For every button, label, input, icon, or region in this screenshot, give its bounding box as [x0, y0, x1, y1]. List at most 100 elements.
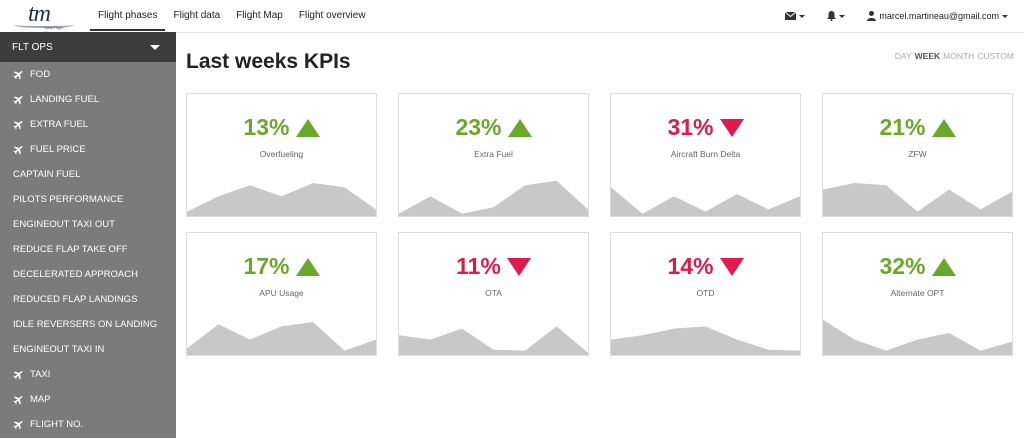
kpi-card-aircraft-burn-delta[interactable]: 31% Aircraft Burn Delta [610, 93, 801, 217]
sidebar-item-label: TAXI [30, 369, 51, 380]
sparkline-area [399, 180, 588, 216]
sidebar-item-label: REDUCED FLAP LANDINGS [13, 294, 138, 305]
sparkline-chart [399, 180, 588, 216]
chevron-down-icon [799, 14, 806, 18]
sidebar-item-captain-fuel[interactable]: CAPTAIN FUEL [0, 162, 176, 187]
date-range-selector: DAY WEEK MONTH CUSTOM [895, 51, 1014, 61]
sidebar-item-label: ENGINEOUT TAXI IN [13, 344, 105, 355]
sparkline-chart [823, 319, 1012, 355]
airplane-icon [13, 396, 23, 405]
kpi-label: OTA [485, 288, 502, 298]
sidebar-item-label: REDUCE FLAP TAKE OFF [13, 244, 128, 255]
sparkline-chart [187, 183, 376, 216]
kpi-card-extra-fuel[interactable]: 23% Extra Fuel [398, 93, 589, 217]
kpi-card-alternate-opt[interactable]: 32% Alternate OPT [822, 232, 1013, 356]
range-week[interactable]: WEEK [914, 51, 941, 61]
kpi-value-row: 32% [823, 253, 1012, 280]
kpi-percentage: 13% [243, 114, 290, 140]
range-day[interactable]: DAY [894, 51, 912, 61]
sparkline-area [823, 183, 1012, 216]
logo-text: tm [28, 1, 51, 27]
user-email: marcel.martineau@gmail.com [879, 11, 999, 21]
sidebar-item-flight-no[interactable]: FLIGHT NO. [0, 412, 176, 437]
kpi-value-row: 21% [823, 114, 1012, 141]
sidebar: FLT OPS FOD LANDING FUEL EXTRA FUEL FUEL PR… [0, 32, 176, 438]
trend-up-icon [295, 118, 320, 137]
sidebar-section-dropdown[interactable]: FLT OPS [0, 32, 176, 62]
kpi-value-row: 31% [611, 114, 800, 141]
sidebar-item-label: EXTRA FUEL [30, 119, 89, 130]
tab-flight-data[interactable]: Flight data [173, 10, 221, 21]
sidebar-item-extra-fuel[interactable]: EXTRA FUEL [0, 112, 176, 137]
main-tabs: Flight phases Flight data Flight Map Fli… [90, 0, 374, 32]
sidebar-item-reduce-flap-take-off[interactable]: REDUCE FLAP TAKE OFF [0, 237, 176, 262]
sidebar-item-fod[interactable]: FOD [0, 62, 176, 87]
sidebar-item-idle-reversers-on-landing[interactable]: IDLE REVERSERS ON LANDING [0, 312, 176, 337]
range-custom[interactable]: CUSTOM [977, 51, 1014, 61]
airplane-icon [13, 421, 23, 430]
sidebar-item-taxi[interactable]: TAXI [0, 362, 176, 387]
sparkline-area [611, 187, 800, 216]
airplane-icon [13, 96, 23, 105]
messages-dropdown[interactable] [785, 12, 806, 20]
kpi-card-ota[interactable]: 11% OTA [398, 232, 589, 356]
kpi-label: Overfueling [259, 149, 304, 159]
sidebar-item-decelerated-approach[interactable]: DECELERATED APPROACH [0, 262, 176, 287]
kpi-card-zfw[interactable]: 21% ZFW [822, 93, 1013, 217]
range-month[interactable]: MONTH [943, 51, 975, 61]
trend-down-icon [719, 257, 744, 276]
kpi-percentage: 17% [243, 253, 290, 279]
sidebar-item-landing-fuel[interactable]: LANDING FUEL [0, 87, 176, 112]
trend-up-icon [931, 257, 956, 276]
tab-flight-overview[interactable]: Flight overview [298, 10, 366, 21]
kpi-card-apu-usage[interactable]: 17% APU Usage [186, 232, 377, 356]
sidebar-item-label: MAP [30, 394, 51, 405]
kpi-value-row: 11% [399, 253, 588, 280]
kpi-value-row: 17% [187, 253, 376, 280]
sparkline-area [187, 183, 376, 216]
sidebar-item-label: LANDING FUEL [30, 94, 100, 105]
sparkline-chart [611, 326, 800, 355]
tab-flight-map[interactable]: Flight Map [236, 10, 283, 21]
sidebar-item-label: FLIGHT NO. [30, 419, 84, 430]
kpi-percentage: 14% [667, 253, 714, 279]
sidebar-item-label: PILOTS PERFORMANCE [13, 194, 124, 205]
sparkline-chart [399, 326, 588, 355]
sparkline-area [187, 322, 376, 355]
sidebar-item-label: IDLE REVERSERS ON LANDING [13, 319, 158, 330]
sidebar-item-engineout-taxi-out[interactable]: ENGINEOUT TAXI OUT [0, 212, 176, 237]
kpi-value-row: 23% [399, 114, 588, 141]
sidebar-menu: FOD LANDING FUEL EXTRA FUEL FUEL PRICE CAPTA… [0, 62, 176, 437]
kpi-percentage: 31% [667, 114, 714, 140]
sidebar-item-engineout-taxi-in[interactable]: ENGINEOUT TAXI IN [0, 337, 176, 362]
kpi-label: Aircraft Burn Delta [670, 149, 741, 159]
notifications-dropdown[interactable] [827, 11, 846, 21]
sparkline-chart [823, 183, 1012, 216]
brand-logo[interactable]: tm Total Flight Management [14, 1, 76, 35]
airplane-icon [13, 371, 23, 380]
sparkline-area [399, 326, 588, 355]
kpi-percentage: 32% [879, 253, 926, 279]
sidebar-item-fuel-price[interactable]: FUEL PRICE [0, 137, 176, 162]
kpi-card-overfueling[interactable]: 13% Overfueling [186, 93, 377, 217]
user-icon [867, 11, 877, 21]
kpi-label: Extra Fuel [474, 149, 513, 159]
user-nav: marcel.martineau@gmail.com [785, 0, 1008, 32]
airplane-icon [13, 121, 23, 130]
kpi-card-otd[interactable]: 14% OTD [610, 232, 801, 356]
user-dropdown[interactable]: marcel.martineau@gmail.com [867, 11, 1008, 21]
trend-up-icon [931, 118, 956, 137]
kpi-label: Alternate OPT [890, 288, 945, 298]
sidebar-item-map[interactable]: MAP [0, 387, 176, 412]
sidebar-item-label: DECELERATED APPROACH [13, 269, 138, 280]
sidebar-item-reduced-flap-landings[interactable]: REDUCED FLAP LANDINGS [0, 287, 176, 312]
sidebar-item-pilots-performance[interactable]: PILOTS PERFORMANCE [0, 187, 176, 212]
envelope-icon [785, 12, 797, 20]
kpi-percentage: 11% [456, 253, 501, 279]
sidebar-item-label: CAPTAIN FUEL [13, 169, 81, 180]
bell-icon [827, 11, 837, 21]
tab-flight-phases[interactable]: Flight phases [90, 0, 166, 31]
chevron-down-icon [150, 44, 160, 50]
trend-up-icon [295, 257, 320, 276]
sparkline-area [611, 326, 800, 355]
